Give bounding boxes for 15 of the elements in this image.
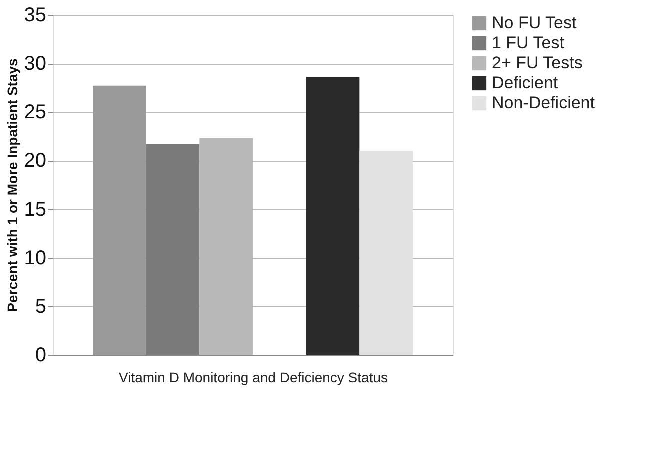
y-tick-label: 0 [35, 344, 46, 366]
legend-label: Deficient [492, 74, 558, 92]
y-tick-label: 25 [24, 102, 46, 124]
y-tick-label: 20 [24, 150, 46, 172]
y-tick-label: 35 [24, 4, 46, 26]
y-tick-label: 10 [24, 247, 46, 270]
x-axis-title: Vitamin D Monitoring and Deficiency Status [119, 370, 388, 386]
y-tick-label: 15 [24, 198, 46, 221]
legend-label: 2+ FU Tests [492, 54, 583, 72]
legend-label: 1 FU Test [492, 34, 565, 52]
legend-label: Non-Deficient [492, 94, 596, 112]
y-axis-title: Percent with 1 or More Inpatient Stays [4, 58, 20, 312]
legend-label: No FU Test [492, 14, 577, 32]
y-tick-label: 5 [35, 296, 46, 318]
y-tick-label: 30 [24, 53, 46, 76]
